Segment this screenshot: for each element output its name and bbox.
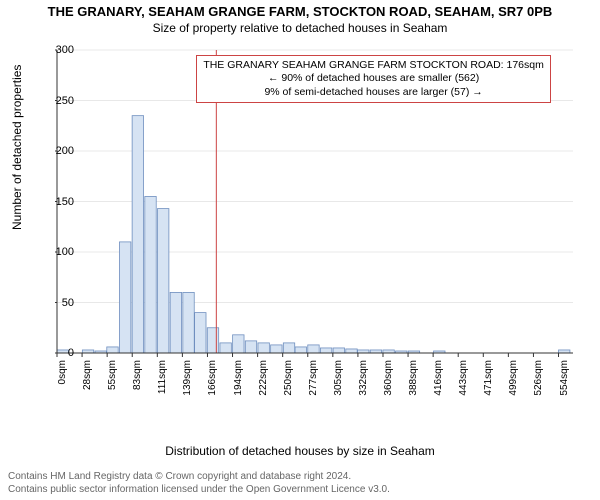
y-tick-label: 200 bbox=[44, 145, 74, 157]
x-tick-label: 554sqm bbox=[559, 360, 570, 400]
x-tick-label: 360sqm bbox=[383, 360, 394, 400]
x-tick-label: 55sqm bbox=[107, 360, 118, 400]
x-tick-label: 305sqm bbox=[333, 360, 344, 400]
x-tick-label: 139sqm bbox=[182, 360, 193, 400]
x-tick-label: 111sqm bbox=[157, 360, 168, 400]
x-tick-label: 416sqm bbox=[433, 360, 444, 400]
x-tick-label: 388sqm bbox=[408, 360, 419, 400]
y-tick-label: 50 bbox=[44, 297, 74, 309]
y-tick-label: 300 bbox=[44, 44, 74, 56]
x-tick-label: 28sqm bbox=[82, 360, 93, 400]
annotation-line-3: 9% of semi-detached houses are larger (5… bbox=[203, 86, 544, 100]
page-title: THE GRANARY, SEAHAM GRANGE FARM, STOCKTO… bbox=[0, 0, 600, 19]
x-axis-label: Distribution of detached houses by size … bbox=[0, 444, 600, 458]
histogram-chart: THE GRANARY SEAHAM GRANGE FARM STOCKTON … bbox=[55, 48, 575, 408]
y-axis-label: Number of detached properties bbox=[10, 65, 24, 230]
x-tick-label: 250sqm bbox=[283, 360, 294, 400]
y-tick-label: 150 bbox=[44, 196, 74, 208]
y-tick-label: 100 bbox=[44, 246, 74, 258]
x-tick-label: 0sqm bbox=[57, 360, 68, 400]
x-tick-label: 526sqm bbox=[533, 360, 544, 400]
x-tick-label: 222sqm bbox=[258, 360, 269, 400]
footer-text: Contains HM Land Registry data © Crown c… bbox=[8, 470, 390, 496]
annotation-callout: THE GRANARY SEAHAM GRANGE FARM STOCKTON … bbox=[196, 55, 551, 104]
annotation-line-1: THE GRANARY SEAHAM GRANGE FARM STOCKTON … bbox=[203, 59, 544, 73]
footer-line-1: Contains HM Land Registry data © Crown c… bbox=[8, 470, 390, 483]
x-tick-label: 332sqm bbox=[358, 360, 369, 400]
page-subtitle: Size of property relative to detached ho… bbox=[0, 19, 600, 35]
x-tick-label: 166sqm bbox=[207, 360, 218, 400]
x-tick-label: 471sqm bbox=[483, 360, 494, 400]
x-tick-label: 194sqm bbox=[233, 360, 244, 400]
footer-line-2: Contains public sector information licen… bbox=[8, 483, 390, 496]
annotation-line-2: ← 90% of detached houses are smaller (56… bbox=[203, 72, 544, 86]
y-tick-label: 250 bbox=[44, 95, 74, 107]
x-tick-label: 83sqm bbox=[132, 360, 143, 400]
x-tick-label: 277sqm bbox=[308, 360, 319, 400]
x-tick-label: 443sqm bbox=[458, 360, 469, 400]
y-tick-label: 0 bbox=[44, 347, 74, 359]
x-tick-label: 499sqm bbox=[508, 360, 519, 400]
